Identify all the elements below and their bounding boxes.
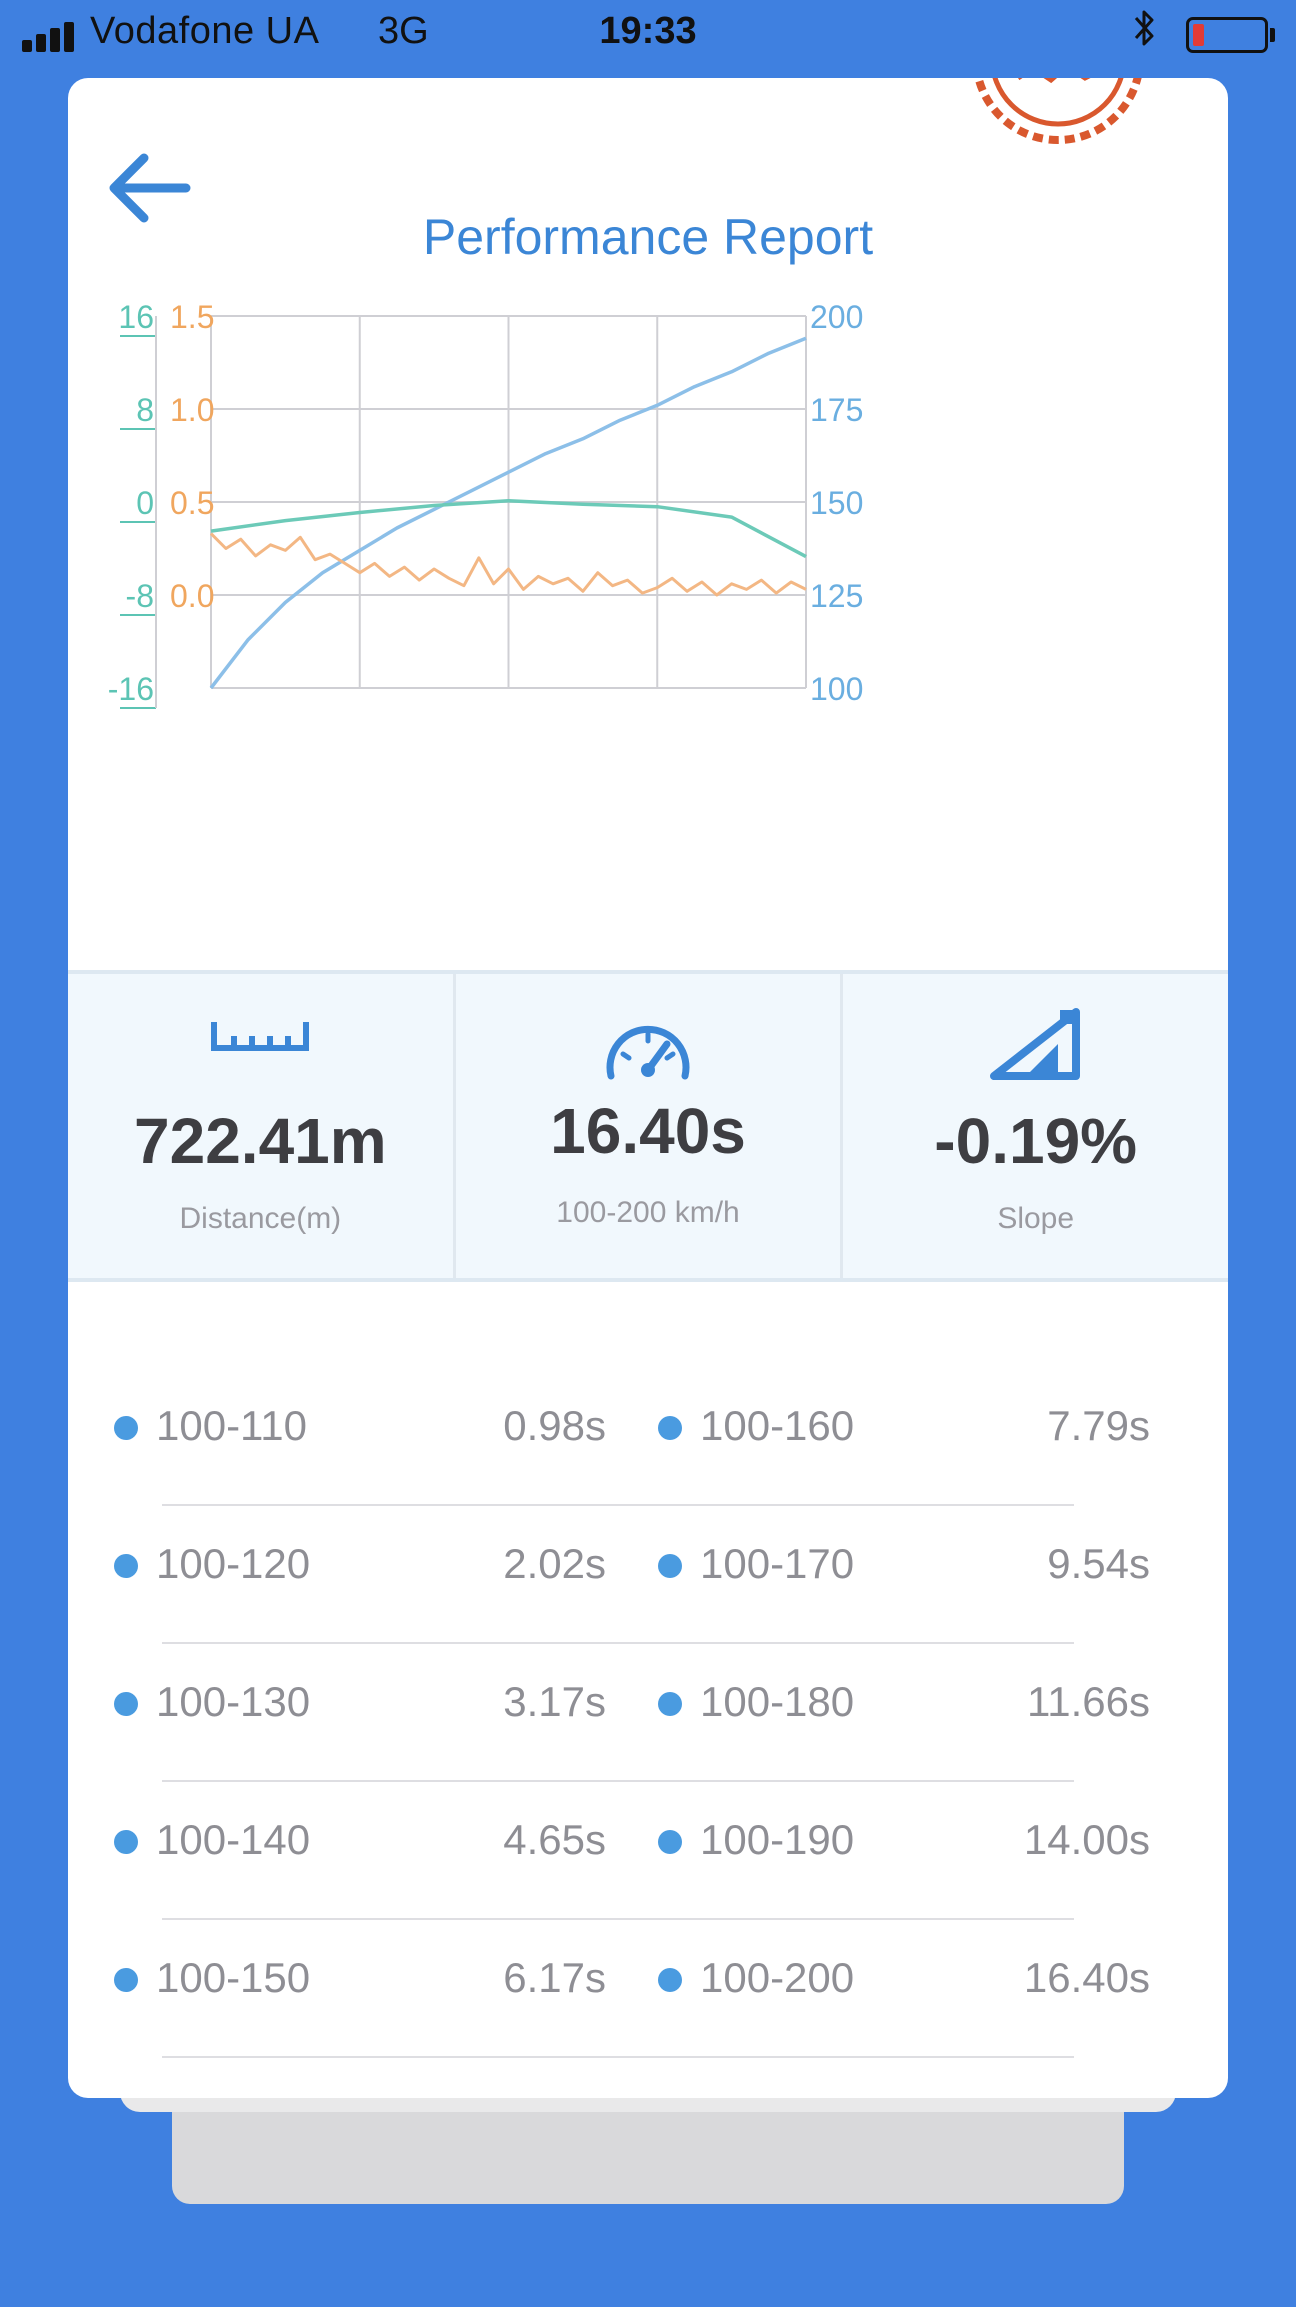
split-range: 100-110 (156, 1402, 308, 1449)
split-range: 100-170 (700, 1540, 855, 1587)
bullet-dot (114, 1416, 138, 1440)
split-time: 0.98s (503, 1402, 606, 1449)
right-tick-label: 175 (810, 392, 863, 428)
bluetooth-icon (1132, 8, 1158, 58)
distance-label: Distance(m) (179, 1202, 342, 1235)
series-line-right (209, 336, 807, 690)
slope-value: -0.19% (934, 1105, 1138, 1177)
right-tick-label: 100 (810, 671, 863, 707)
network-type: 3G (378, 10, 429, 52)
stats-panel: 722.41m Distance(m) 16.40s 100-200 km/h (68, 970, 1228, 1282)
left-outer-tick-label: 8 (136, 392, 154, 428)
split-item: 100-180 11.66s (628, 1672, 1228, 1732)
left-inner-tick-label: 0.5 (170, 485, 214, 521)
split-time: 11.66s (1027, 1678, 1150, 1725)
stat-slope: -0.19% Slope (840, 974, 1228, 1278)
split-time: 3.17s (503, 1678, 606, 1725)
split-time: 2.02s (503, 1540, 606, 1587)
left-inner-tick-label: 1.0 (170, 392, 214, 428)
row-divider (162, 2056, 1074, 2058)
performance-chart: 16 8 0 -8 -16 1.5 1.0 0.5 0.0 200 175 150 125 100 (108, 299, 863, 709)
split-row: 100-150 6.17s 100-200 16.40s (68, 1920, 1228, 2058)
split-row: 100-140 4.65s 100-190 14.00s (68, 1782, 1228, 1920)
left-outer-tick-label: -16 (108, 671, 154, 707)
slope-icon (989, 1008, 1080, 1080)
left-outer-tick-label: -8 (126, 578, 154, 614)
row-divider (162, 1918, 1074, 1920)
battery-tip (1270, 28, 1275, 42)
carrier-name: Vodafone UA (90, 10, 320, 52)
stat-distance: 722.41m Distance(m) (68, 974, 453, 1278)
split-row: 100-120 2.02s 100-170 9.54s (68, 1506, 1228, 1644)
right-tick-label: 125 (810, 578, 863, 614)
split-time: 7.79s (1047, 1402, 1150, 1449)
bullet-dot (114, 1692, 138, 1716)
split-range: 100-130 (156, 1678, 311, 1725)
time-label: 100-200 km/h (556, 1196, 740, 1229)
report-card: Performance Report 16 8 0 -8 -16 1.5 1.0 0.5 0.0… (68, 78, 1228, 2098)
split-time: 6.17s (503, 1954, 606, 2001)
slope-label: Slope (997, 1202, 1075, 1235)
arrow-left-icon (109, 153, 191, 223)
status-bar: Vodafone UA 3G 19:33 (0, 0, 1296, 70)
split-item: 100-120 2.02s (68, 1534, 668, 1594)
split-item: 100-140 4.65s (68, 1810, 668, 1870)
bullet-dot (658, 1554, 682, 1578)
split-item: 100-110 0.98s (68, 1396, 668, 1456)
split-range: 100-160 (700, 1402, 855, 1449)
bullet-dot (114, 1968, 138, 1992)
speedometer-icon (606, 1025, 690, 1080)
row-divider (162, 1504, 1074, 1506)
left-inner-tick-label: 1.5 (170, 299, 214, 335)
split-item: 100-160 7.79s (628, 1396, 1228, 1456)
split-time: 9.54s (1047, 1540, 1150, 1587)
split-row: 100-110 0.98s 100-160 7.79s (68, 1368, 1228, 1506)
left-inner-tick-label: 0.0 (170, 578, 214, 614)
bullet-dot (114, 1554, 138, 1578)
left-outer-tick-label: 16 (118, 299, 154, 335)
stacked-card-back (172, 2100, 1124, 2204)
row-divider (162, 1642, 1074, 1644)
split-item: 100-170 9.54s (628, 1534, 1228, 1594)
split-item: 100-150 6.17s (68, 1948, 668, 2008)
series-line-left_outer (210, 499, 807, 559)
split-range: 100-180 (700, 1678, 855, 1725)
split-range: 100-150 (156, 1954, 311, 2001)
split-range: 100-200 (700, 1954, 855, 2001)
split-range: 100-120 (156, 1540, 311, 1587)
split-row: 100-130 3.17s 100-180 11.66s (68, 1644, 1228, 1782)
ruler-icon (211, 1022, 310, 1051)
split-item: 100-200 16.40s (628, 1948, 1228, 2008)
battery-level (1193, 24, 1204, 46)
bullet-dot (658, 1692, 682, 1716)
stamp-logo (974, 78, 1142, 144)
left-outer-tick-label: 0 (136, 485, 154, 521)
right-tick-label: 150 (810, 485, 863, 521)
series-line-left_inner (209, 532, 807, 597)
stat-time: 16.40s 100-200 km/h (452, 974, 841, 1278)
bullet-dot (658, 1830, 682, 1854)
battery-icon (1186, 17, 1268, 53)
split-time: 16.40s (1023, 1954, 1150, 2001)
page-title: Performance Report (422, 209, 874, 265)
right-tick-label: 200 (810, 299, 863, 335)
bullet-dot (114, 1830, 138, 1854)
time-value: 16.40s (550, 1095, 746, 1167)
splits-list: 100-110 0.98s 100-160 7.79s 100-120 2.02… (68, 1368, 1228, 2058)
bullet-dot (658, 1416, 682, 1440)
status-time: 19:33 (599, 10, 697, 52)
split-item: 100-190 14.00s (628, 1810, 1228, 1870)
signal-strength-icon (22, 22, 82, 52)
split-item: 100-130 3.17s (68, 1672, 668, 1732)
split-range: 100-140 (156, 1816, 311, 1863)
distance-value: 722.41m (134, 1105, 387, 1177)
bullet-dot (658, 1968, 682, 1992)
split-time: 14.00s (1023, 1816, 1150, 1863)
split-range: 100-190 (700, 1816, 855, 1863)
split-time: 4.65s (503, 1816, 606, 1863)
row-divider (162, 1780, 1074, 1782)
back-button[interactable] (98, 138, 198, 238)
